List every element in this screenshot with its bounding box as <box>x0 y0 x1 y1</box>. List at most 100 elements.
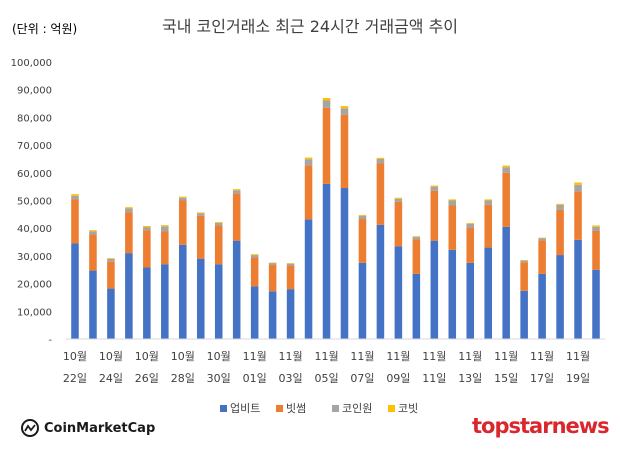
bar-segment-s0-c9 <box>232 240 241 339</box>
x-axis: 10월 22일 10월 24일 10월 26일 10월 28일 10월 30일 11월 01일 11월 0… <box>63 338 605 385</box>
legend-label: 코빗 <box>398 402 418 415</box>
x-tick-label-month: 11월 <box>566 350 590 363</box>
unit-label: (단위 : 억원) <box>12 22 77 36</box>
bar-segment-s2-c21 <box>448 200 457 206</box>
bar-segment-s3-c29 <box>592 225 600 227</box>
bar-segment-s2-c23 <box>484 200 492 205</box>
y-tick-label: 60,000 <box>17 169 52 180</box>
x-tick-label-day: 26일 <box>135 371 159 385</box>
bar-segment-s0-c20 <box>430 240 439 339</box>
bar-segment-s2-c8 <box>214 222 223 226</box>
x-tick-label-day: 28일 <box>171 371 195 385</box>
bar-segment-s0-c12 <box>286 289 295 339</box>
legend-swatch <box>388 405 395 412</box>
bar-segment-s2-c10 <box>250 255 259 258</box>
x-tick-label-day: 07일 <box>350 371 374 385</box>
bar-segment-s0-c11 <box>268 291 277 339</box>
x-tick-label-day: 24일 <box>99 371 123 385</box>
bar-segment-s1-c2 <box>107 261 115 289</box>
bar-segment-s3-c24 <box>502 165 510 168</box>
x-tick-label-month: 11월 <box>458 350 482 363</box>
x-tick-label-month: 10월 <box>99 350 123 363</box>
bar-segment-s2-c9 <box>232 190 241 194</box>
bar-segment-s3-c23 <box>484 199 492 201</box>
legend-swatch <box>220 405 227 412</box>
legend: 업비트 빗썸 코인원 코빗 <box>220 402 418 415</box>
bar-segment-s2-c29 <box>592 226 600 231</box>
x-tick-label-day: 13일 <box>458 371 482 385</box>
x-tick-label-month: 11월 <box>350 350 374 363</box>
bar-segment-s2-c13 <box>304 159 313 166</box>
bar-segment-s3-c7 <box>196 212 205 214</box>
x-tick-label-day: 17일 <box>530 371 554 385</box>
x-tick-label-day: 03일 <box>279 371 303 385</box>
y-tick-label: 10,000 <box>17 307 52 318</box>
bar-segment-s3-c21 <box>448 199 457 201</box>
bar-segment-s2-c18 <box>394 198 403 202</box>
bar-segment-s2-c15 <box>340 108 349 115</box>
bar-segment-s1-c13 <box>304 165 313 220</box>
legend-label: 코인원 <box>342 402 372 415</box>
x-tick-label-day: 09일 <box>386 371 410 385</box>
bar-segment-s0-c16 <box>358 262 367 339</box>
bar-segment-s0-c18 <box>394 246 403 339</box>
bar-segment-s3-c9 <box>232 189 241 191</box>
bar-segment-s1-c20 <box>430 190 439 241</box>
bars-group <box>71 98 600 339</box>
x-tick-label-month: 11월 <box>279 350 303 363</box>
bar-segment-s2-c19 <box>412 237 421 240</box>
bar-segment-s0-c21 <box>448 249 457 339</box>
bar-segment-s0-c10 <box>250 286 259 339</box>
legend-label: 업비트 <box>230 402 260 415</box>
bar-segment-s1-c4 <box>143 230 151 268</box>
bar-segment-s2-c3 <box>125 208 133 213</box>
bar-segment-s0-c2 <box>107 288 115 339</box>
bar-segment-s0-c17 <box>376 224 385 339</box>
bar-segment-s1-c18 <box>394 201 403 247</box>
bar-segment-s0-c14 <box>322 183 331 339</box>
bar-segment-s3-c28 <box>574 182 582 185</box>
bar-segment-s0-c28 <box>574 239 582 339</box>
bar-segment-s3-c10 <box>250 254 259 256</box>
bar-segment-s0-c7 <box>196 258 205 339</box>
y-tick-label: 70,000 <box>17 141 52 152</box>
y-tick-label: 50,000 <box>17 197 52 208</box>
bar-segment-s0-c15 <box>340 188 349 339</box>
x-tick-label-day: 15일 <box>494 371 518 385</box>
y-tick-label: 80,000 <box>17 113 52 124</box>
bar-segment-s1-c19 <box>412 239 421 274</box>
bar-segment-s3-c5 <box>161 225 169 227</box>
legend-swatch <box>332 405 339 412</box>
bar-segment-s0-c13 <box>304 219 313 339</box>
bar-segment-s1-c28 <box>574 191 582 240</box>
legend-swatch <box>276 405 283 412</box>
bar-segment-s1-c21 <box>448 205 457 250</box>
bar-segment-s1-c17 <box>376 163 385 225</box>
bar-segment-s0-c5 <box>161 264 169 339</box>
bar-segment-s3-c25 <box>520 260 528 261</box>
coinmarketcap-icon <box>21 419 39 437</box>
bar-segment-s1-c12 <box>286 265 295 290</box>
bar-segment-s2-c24 <box>502 167 510 173</box>
x-tick-label-month: 11월 <box>530 350 554 363</box>
bar-segment-s0-c6 <box>179 244 187 339</box>
bar-segment-s0-c27 <box>556 255 564 339</box>
bar-segment-s3-c15 <box>340 106 349 109</box>
y-tick-label: 90,000 <box>17 86 52 97</box>
bar-segment-s3-c14 <box>322 98 331 101</box>
bar-segment-s1-c8 <box>214 225 223 265</box>
bar-segment-s1-c1 <box>89 234 97 271</box>
coinmarketcap-logo: CoinMarketCap <box>20 418 155 438</box>
bar-segment-s1-c29 <box>592 230 600 270</box>
bar-segment-s1-c22 <box>466 227 475 263</box>
bar-segment-s2-c25 <box>520 260 528 263</box>
bar-segment-s1-c15 <box>340 114 349 189</box>
bar-segment-s1-c27 <box>556 209 564 256</box>
bar-segment-s0-c29 <box>592 269 600 339</box>
bar-segment-s2-c7 <box>196 213 205 216</box>
x-tick-label-month: 11월 <box>386 350 410 363</box>
x-tick-label-day: 22일 <box>63 371 87 385</box>
bar-segment-s1-c23 <box>484 204 492 248</box>
